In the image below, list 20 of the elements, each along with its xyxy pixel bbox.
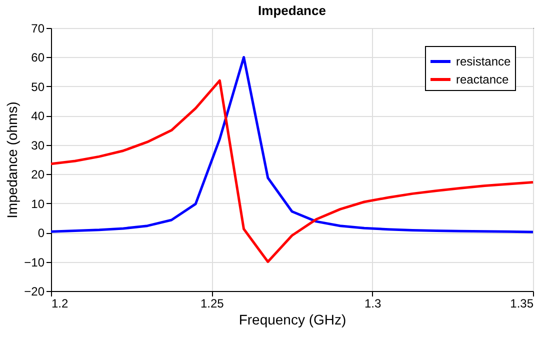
y-tick-label: −20	[24, 284, 45, 298]
legend-label: reactance	[456, 72, 510, 86]
x-tick-label: 1.2	[52, 296, 69, 310]
y-tick-label: 70	[31, 22, 45, 36]
chart-title: Impedance	[258, 3, 326, 18]
y-tick-label: 0	[38, 226, 45, 240]
y-tick-label: −10	[24, 255, 45, 270]
x-axis-title: Frequency (GHz)	[238, 312, 346, 328]
y-tick-label: 20	[31, 168, 45, 182]
line-series	[50, 56, 534, 234]
y-tick-label: 60	[31, 50, 45, 65]
y-tick-label: 50	[31, 80, 45, 94]
x-tick-label: 1.25	[200, 296, 224, 310]
x-tick-label: 1.35	[510, 296, 534, 310]
y-tick-label: 10	[31, 196, 45, 211]
legend-label: resistance	[456, 54, 512, 68]
y-axis-title: Impedance (ohms)	[4, 102, 20, 218]
x-tick-label: 1.3	[364, 296, 382, 310]
y-tick-label: 30	[31, 138, 45, 152]
y-tick-label: 40	[31, 109, 45, 124]
